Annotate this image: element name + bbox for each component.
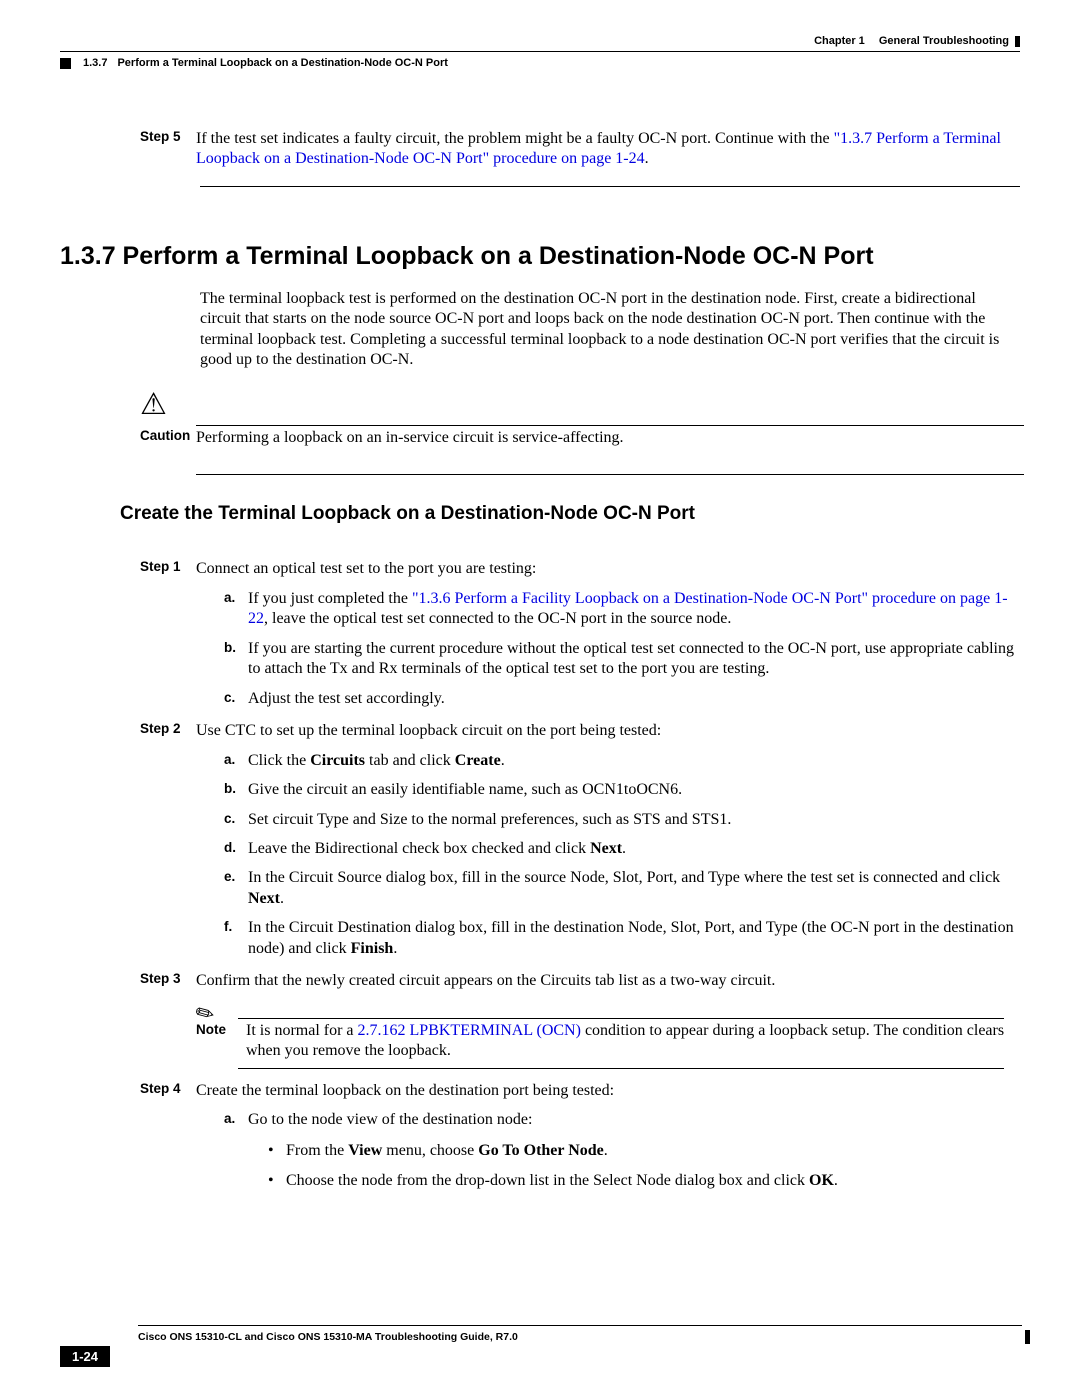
step1-item-b: b. If you are starting the current proce…	[224, 639, 1020, 680]
footer-end-bar	[1025, 1330, 1030, 1344]
s1b-text: If you are starting the current procedur…	[248, 639, 1020, 680]
s2a-b1: Circuits	[310, 752, 365, 769]
bul1-b1: View	[348, 1142, 382, 1159]
section-divider	[200, 186, 1020, 187]
list-marker: f.	[224, 918, 248, 959]
note-block: ✎ Note It is normal for a 2.7.162 LPBKTE…	[196, 1000, 1020, 1069]
note-pre: It is normal for a	[246, 1022, 358, 1039]
header-start-box	[60, 58, 71, 69]
caution-top-rule	[196, 425, 1024, 426]
s1a-suffix: , leave the optical test set connected t…	[264, 610, 731, 627]
step1-item-c: c. Adjust the test set accordingly.	[224, 689, 1020, 709]
caution-text: Performing a loopback on an in-service c…	[196, 428, 624, 448]
header-end-bar	[1015, 36, 1020, 47]
step2-item-b: b. Give the circuit an easily identifiab…	[224, 780, 1020, 800]
step2-item-a: a. Click the Circuits tab and click Crea…	[224, 751, 1020, 771]
step2-item-e: e. In the Circuit Source dialog box, fil…	[224, 868, 1020, 909]
s2a-post: .	[501, 752, 505, 769]
running-header: Chapter 1 General Troubleshooting	[60, 35, 1020, 47]
list-marker: b.	[224, 780, 248, 800]
bullet-icon: •	[268, 1171, 286, 1191]
list-marker: b.	[224, 639, 248, 680]
bul2-post: .	[834, 1172, 838, 1189]
list-marker: e.	[224, 868, 248, 909]
step4-bullet-2: • Choose the node from the drop-down lis…	[268, 1171, 1020, 1191]
s2d-b: Next	[590, 840, 622, 857]
caution-label: Caution	[140, 428, 196, 443]
section-heading: 1.3.7 Perform a Terminal Loopback on a D…	[60, 242, 1020, 271]
note-xref-link[interactable]: 2.7.162 LPBKTERMINAL (OCN)	[358, 1022, 581, 1039]
caution-icon-row: ⚠	[140, 391, 1020, 419]
step-label: Step 1	[140, 559, 196, 709]
s2a-mid: tab and click	[365, 752, 455, 769]
s2a-pre: Click the	[248, 752, 310, 769]
list-marker: a.	[224, 1110, 248, 1191]
s2c-text: Set circuit Type and Size to the normal …	[248, 810, 1020, 830]
note-bottom-rule	[238, 1068, 1004, 1069]
bul1-post: .	[604, 1142, 608, 1159]
subsection-heading: Create the Terminal Loopback on a Destin…	[120, 503, 1020, 525]
step-2: Step 2 Use CTC to set up the terminal lo…	[140, 721, 1020, 959]
s4a-text: Go to the node view of the destination n…	[248, 1110, 1020, 1130]
footer-doc-title: Cisco ONS 15310-CL and Cisco ONS 15310-M…	[138, 1331, 518, 1343]
running-subheader: 1.3.7 Perform a Terminal Loopback on a D…	[60, 51, 1020, 69]
step1-intro: Connect an optical test set to the port …	[196, 559, 1020, 579]
step-3: Step 3 Confirm that the newly created ci…	[140, 971, 1020, 1069]
bul2-pre: Choose the node from the drop-down list …	[286, 1172, 809, 1189]
s2f-b: Finish	[351, 940, 394, 957]
page-number: 1-24	[60, 1346, 110, 1367]
caution-triangle-icon: ⚠	[140, 391, 167, 418]
step2-item-d: d. Leave the Bidirectional check box che…	[224, 839, 1020, 859]
s2d-post: .	[622, 840, 626, 857]
caution-bottom-rule	[196, 474, 1024, 475]
step-label: Step 4	[140, 1081, 196, 1192]
footer-rule	[138, 1325, 1022, 1326]
step1-item-a: a. If you just completed the "1.3.6 Perf…	[224, 589, 1020, 630]
step-label: Step 5	[140, 129, 196, 170]
chapter-label: Chapter 1	[814, 35, 865, 47]
page-content: Chapter 1 General Troubleshooting 1.3.7 …	[0, 0, 1080, 1192]
step2-item-c: c. Set circuit Type and Size to the norm…	[224, 810, 1020, 830]
step3-intro: Confirm that the newly created circuit a…	[196, 971, 1020, 991]
s2e-post: .	[280, 890, 284, 907]
bul1-mid: menu, choose	[382, 1142, 478, 1159]
step-5: Step 5 If the test set indicates a fault…	[140, 129, 1020, 170]
step2-intro: Use CTC to set up the terminal loopback …	[196, 721, 1020, 741]
step2-item-f: f. In the Circuit Destination dialog box…	[224, 918, 1020, 959]
section-intro-paragraph: The terminal loopback test is performed …	[200, 289, 1020, 371]
caution-block: Caution Performing a loopback on an in-s…	[140, 428, 1020, 448]
bul1-b2: Go To Other Node	[478, 1142, 604, 1159]
s1c-text: Adjust the test set accordingly.	[248, 689, 1020, 709]
step-label: Step 3	[140, 971, 196, 1069]
step-label: Step 2	[140, 721, 196, 959]
s1a-prefix: If you just completed the	[248, 590, 412, 607]
section-ref: 1.3.7	[83, 57, 107, 69]
section-title-short: Perform a Terminal Loopback on a Destina…	[117, 57, 447, 69]
step4-bullet-1: • From the View menu, choose Go To Other…	[268, 1141, 1020, 1161]
page-footer: Cisco ONS 15310-CL and Cisco ONS 15310-M…	[60, 1325, 1030, 1367]
s2f-post: .	[393, 940, 397, 957]
bullet-icon: •	[268, 1141, 286, 1161]
bul2-b: OK	[809, 1172, 834, 1189]
list-marker: d.	[224, 839, 248, 859]
step5-text-suffix: .	[645, 150, 649, 167]
chapter-title: General Troubleshooting	[879, 35, 1009, 47]
step5-text-prefix: If the test set indicates a faulty circu…	[196, 130, 834, 147]
s2d-pre: Leave the Bidirectional check box checke…	[248, 840, 590, 857]
step-4: Step 4 Create the terminal loopback on t…	[140, 1081, 1020, 1192]
list-marker: c.	[224, 689, 248, 709]
s2e-b: Next	[248, 890, 280, 907]
list-marker: a.	[224, 751, 248, 771]
bul1-pre: From the	[286, 1142, 348, 1159]
s2e-pre: In the Circuit Source dialog box, fill i…	[248, 869, 1000, 886]
s2b-text: Give the circuit an easily identifiable …	[248, 780, 1020, 800]
list-marker: a.	[224, 589, 248, 630]
s2a-b2: Create	[455, 752, 501, 769]
step4-intro: Create the terminal loopback on the dest…	[196, 1081, 1020, 1101]
list-marker: c.	[224, 810, 248, 830]
step-1: Step 1 Connect an optical test set to th…	[140, 559, 1020, 709]
step4-item-a: a. Go to the node view of the destinatio…	[224, 1110, 1020, 1191]
note-top-rule	[238, 1018, 1004, 1019]
